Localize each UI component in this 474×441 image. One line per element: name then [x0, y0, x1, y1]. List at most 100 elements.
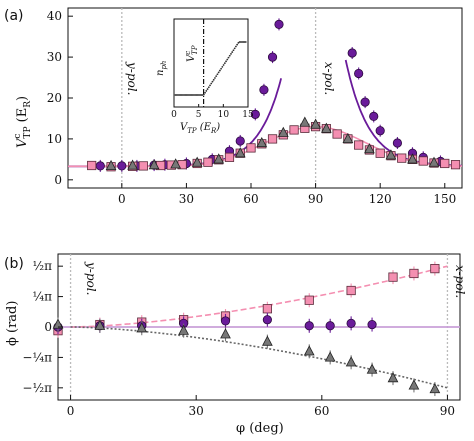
inset-point: [186, 94, 189, 96]
inset-point: [183, 94, 186, 96]
inset-point: [233, 47, 236, 50]
inset-point: [241, 41, 243, 43]
inset-point: [230, 53, 232, 55]
a-ytick-label: 10: [47, 132, 62, 146]
a-triangle-point: [256, 136, 268, 148]
a-xtick-label: 30: [179, 192, 194, 206]
inset-ylabel-n: n: [155, 70, 166, 76]
b-circle-point: [346, 318, 356, 328]
a-fit-curve-right: [344, 59, 463, 167]
ylabel-a-unit-sub: R: [23, 101, 33, 108]
inset-xtick-label: 0: [171, 110, 177, 120]
b-xtick-label: 90: [440, 404, 455, 418]
b-square-point: [409, 268, 419, 279]
a-circle-point: [250, 109, 260, 119]
b-circle-point: [220, 316, 231, 326]
inset-marker-v: V: [186, 53, 197, 62]
inset-xlabel-v: V: [180, 122, 189, 133]
inset-point: [225, 60, 227, 63]
inset: 0 5 10 15 nph VcTP VTP (ER): [155, 18, 254, 135]
a-circle-point: [259, 85, 269, 95]
inset-point: [191, 94, 194, 96]
inset-point: [181, 94, 184, 96]
a-ytick-label: 20: [47, 91, 62, 105]
panel-b-markers: [52, 261, 441, 397]
inset-point: [198, 94, 200, 96]
inset-point: [195, 94, 198, 96]
panel-b-label: (b): [4, 256, 24, 272]
inset-point: [220, 67, 223, 70]
a-triangle-point: [234, 147, 246, 158]
inset-point: [204, 91, 206, 94]
panel-a-label: (a): [4, 8, 24, 24]
b-ytick-label: ½π: [32, 259, 52, 273]
a-triangle-point: [191, 156, 203, 167]
inset-point: [179, 94, 182, 96]
a-xtick-label: 120: [369, 192, 392, 206]
a-xtick-label: 0: [118, 192, 126, 206]
a-triangle-point: [407, 153, 418, 164]
inset-xlabel-unit-sub: R: [210, 127, 217, 135]
a-square-point: [375, 148, 385, 158]
b-triangle-point: [178, 324, 189, 335]
inset-point: [202, 93, 205, 96]
inset-point: [190, 94, 193, 96]
inset-point: [216, 73, 219, 76]
a-circle-point: [347, 48, 357, 58]
a-square-point: [332, 129, 342, 139]
b-ytick-label: 0: [44, 320, 52, 334]
a-square-point: [397, 153, 407, 163]
a-ytick-label: 40: [47, 9, 62, 23]
inset-marker-label: VcTP: [184, 45, 199, 62]
b-triangle-point: [220, 328, 231, 339]
b-ytick-label: −¼π: [22, 350, 52, 364]
inset-point: [218, 69, 221, 72]
b-square-point: [346, 285, 356, 296]
a-ytick-label: 30: [47, 50, 62, 64]
inset-point: [180, 94, 183, 96]
inset-point: [211, 80, 214, 83]
inset-plot: 0 5 10 15: [171, 19, 254, 120]
b-xtick-label: 30: [189, 404, 204, 418]
b-xtick-label: 0: [67, 404, 75, 418]
panel-b-ypol-label: y-pol.: [84, 261, 98, 295]
b-triangle-point: [94, 319, 106, 330]
inset-point: [223, 62, 226, 65]
inset-point: [238, 41, 241, 43]
a-xtick-label: 60: [243, 192, 258, 206]
a-circle-point: [117, 161, 127, 171]
inset-point: [174, 94, 177, 96]
ylabel-a-sub: TP: [23, 127, 33, 139]
a-triangle-point: [364, 143, 375, 154]
inset-point: [232, 49, 235, 52]
a-circle-point: [235, 136, 245, 146]
inset-point: [189, 94, 192, 96]
a-square-point: [224, 152, 235, 162]
a-circle-point: [392, 138, 403, 148]
a-triangle-point: [277, 126, 289, 137]
inset-point: [214, 77, 216, 79]
b-square-point: [430, 263, 440, 274]
a-xtick-label: 150: [433, 192, 456, 206]
a-square-point: [87, 160, 97, 171]
a-square-point: [267, 134, 278, 144]
a-circle-point: [369, 111, 379, 122]
panel-b-ylabel: ϕ (rad): [5, 301, 20, 346]
a-square-point: [440, 158, 450, 169]
panel-a-xpol-label: x-pol.: [322, 62, 336, 95]
b-fit-grey: [70, 326, 448, 389]
a-ytick-label: 0: [54, 173, 62, 187]
b-circle-point: [304, 321, 314, 331]
b-square-point: [304, 295, 314, 305]
b-fit-pink: [70, 265, 448, 328]
b-ytick-label: ¼π: [32, 290, 52, 304]
b-triangle-point: [136, 322, 148, 333]
b-square-point: [388, 272, 398, 282]
inset-point: [185, 94, 188, 96]
panel-b-ticks: 0 30 60 90 ½π ¼π 0 −¼π −½π: [22, 259, 455, 418]
a-triangle-point: [428, 156, 440, 167]
inset-point: [178, 94, 181, 96]
inset-point: [228, 54, 231, 57]
